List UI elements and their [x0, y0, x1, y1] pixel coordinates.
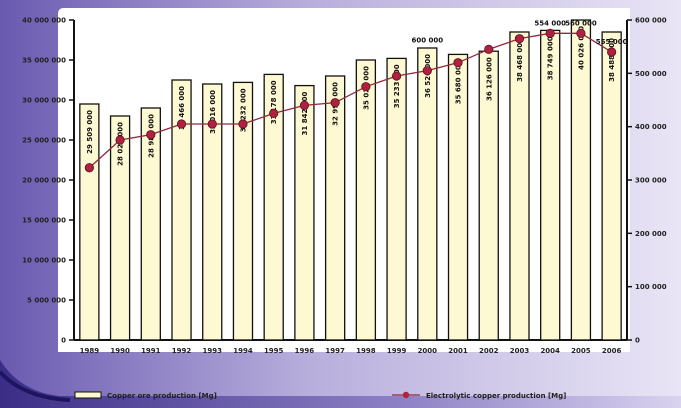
bar [171, 79, 192, 341]
bar-value-label: 38 749 000 [547, 36, 555, 80]
left-tick-label: 30 000 000 [22, 97, 66, 105]
bar [232, 81, 254, 341]
bar-value-label: 38 488 000 [608, 38, 616, 82]
line-point-marker [453, 58, 463, 68]
bar-value-label: 36 526 000 [424, 54, 432, 98]
left-tick-label: 40 000 000 [22, 17, 66, 25]
left-tick-label: 10 000 000 [22, 257, 66, 265]
bar-value-label: 29 509 000 [86, 110, 94, 154]
legend: Copper ore production [Mg] Electrolytic c… [74, 391, 566, 400]
line-point-marker [269, 108, 279, 118]
line-point-marker [299, 100, 310, 110]
line-point-marker [607, 47, 617, 57]
bar [263, 73, 284, 341]
bar [447, 53, 469, 341]
bar [601, 31, 622, 341]
x-tick-label: 2004 [540, 347, 560, 355]
line-point-marker [391, 71, 402, 81]
bar-value-label: 32 232 000 [239, 88, 247, 132]
left-tick-label: 5 000 000 [27, 297, 66, 305]
legend-marker-line [402, 391, 410, 399]
bar [509, 31, 530, 341]
bar [109, 115, 131, 341]
right-tick-label: 500 000 [635, 70, 667, 78]
line-point-marker [146, 130, 156, 140]
bar-value-label: 35 233 000 [393, 64, 401, 108]
bar [355, 59, 377, 341]
line-point-marker [207, 119, 217, 129]
bar-value-label: 38 468 000 [516, 38, 524, 82]
plot-area: 0 5 000 000 10 000 000 15 000 000 20 000 000… [22, 17, 667, 356]
line-value-label: 555 000 [596, 38, 628, 46]
legend-label-bars: Copper ore production [Mg] [107, 392, 217, 400]
line-point-marker [238, 119, 248, 129]
line-point-marker [330, 98, 340, 108]
bar [202, 83, 223, 341]
line-point-marker [176, 119, 187, 129]
x-tick-label: 1995 [264, 347, 284, 355]
line-point-marker [545, 28, 555, 38]
x-tick-label: 1990 [110, 347, 130, 355]
line-point-marker [361, 82, 371, 92]
line-point-marker [84, 163, 94, 173]
x-tick-label: 1989 [80, 347, 100, 355]
right-tick-label: 100 000 [635, 283, 667, 291]
bar-value-label: 32 466 000 [178, 86, 186, 130]
legend-label-line: Electrolytic copper production [Mg] [426, 392, 566, 400]
x-tick-label: 1997 [325, 347, 345, 355]
line-point-marker [422, 66, 432, 76]
bar [417, 47, 438, 341]
right-tick-label: 200 000 [635, 230, 667, 238]
right-tick-label: 300 000 [635, 177, 667, 185]
x-tick-label: 1994 [233, 347, 253, 355]
bar-value-label: 31 842 000 [301, 91, 309, 135]
bar-value-label: 40 026 000 [577, 26, 585, 70]
line-value-label: 560 000 [565, 19, 597, 27]
x-tick-label: 1998 [356, 347, 376, 355]
x-tick-label: 2006 [602, 347, 622, 355]
x-tick-label: 2000 [418, 347, 438, 355]
x-tick-label: 1999 [387, 347, 407, 355]
bar-value-label: 36 126 000 [485, 57, 493, 101]
x-tick-label: 1996 [295, 347, 315, 355]
line-value-label: 600 000 [411, 37, 443, 45]
x-tick-label: 2001 [448, 347, 468, 355]
x-tick-label: 2003 [510, 347, 530, 355]
left-tick-label: 15 000 000 [22, 217, 66, 225]
left-tick-label: 0 [61, 337, 66, 345]
x-tick-label: 1993 [203, 347, 223, 355]
line-point-marker [484, 44, 494, 54]
bar [294, 84, 315, 341]
decorative-swoosh [0, 360, 681, 408]
bar-value-label: 35 680 000 [455, 60, 463, 104]
line-point-marker [576, 28, 586, 38]
bar-value-label: 32 016 000 [209, 90, 217, 134]
decorative-swoosh-line [0, 370, 71, 402]
x-tick-label: 2002 [479, 347, 499, 355]
line-point-marker [115, 135, 125, 145]
legend-swatch-bars [74, 391, 102, 399]
left-tick-label: 25 000 000 [22, 137, 66, 145]
right-tick-label: 0 [635, 337, 640, 345]
bar [140, 107, 161, 341]
x-tick-label: 1991 [141, 347, 161, 355]
bar [570, 19, 592, 341]
bar-value-label: 33 178 000 [270, 80, 278, 124]
left-tick-label: 35 000 000 [22, 57, 66, 65]
line-value-label: 554 000 [534, 19, 566, 27]
left-tick-label: 20 000 000 [22, 177, 66, 185]
line-point-marker [514, 34, 525, 44]
bar [324, 75, 346, 341]
line-series [88, 32, 612, 169]
x-tick-label: 2005 [571, 347, 591, 355]
bar [386, 57, 407, 341]
right-tick-label: 600 000 [635, 17, 667, 25]
x-tick-label: 1992 [172, 347, 192, 355]
right-tick-label: 400 000 [635, 123, 667, 131]
